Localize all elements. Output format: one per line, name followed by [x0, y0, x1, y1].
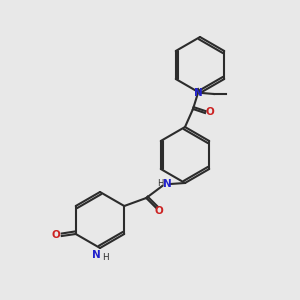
Text: N: N — [92, 250, 100, 260]
Text: N: N — [163, 179, 172, 189]
Text: H: H — [157, 179, 164, 188]
Text: O: O — [206, 107, 214, 117]
Text: O: O — [51, 230, 60, 240]
Text: N: N — [194, 88, 202, 98]
Text: H: H — [102, 253, 108, 262]
Text: O: O — [155, 206, 164, 216]
